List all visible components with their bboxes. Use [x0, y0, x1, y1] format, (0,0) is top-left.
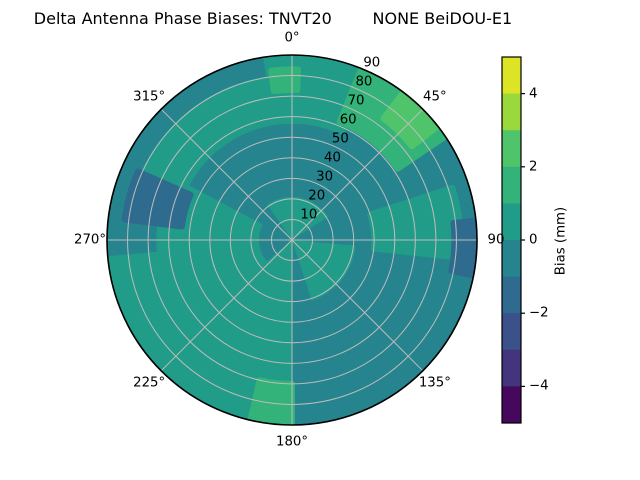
angular-gridline — [291, 239, 424, 372]
contour-region — [448, 217, 477, 279]
chart-title: Delta Antenna Phase Biases: TNVT20 NONE … — [33, 9, 513, 28]
colorbar-axis-label: Bias (mm) — [553, 206, 569, 276]
colorbar-segment — [502, 386, 521, 424]
colorbar-segment — [502, 57, 521, 95]
colorbar-tick-label: −2 — [529, 305, 549, 321]
radial-tick-label: 30 — [316, 168, 334, 184]
colorbar-segment — [502, 166, 521, 204]
radial-tick-label: 80 — [355, 73, 373, 89]
angular-gridline — [160, 239, 293, 372]
angular-tick-label: 0° — [284, 30, 300, 46]
contour-region — [268, 66, 301, 95]
contour-region — [121, 168, 194, 230]
colorbar-segment — [502, 130, 521, 168]
angular-gridline — [160, 108, 293, 241]
radial-tick-label: 20 — [308, 187, 326, 203]
contour-region — [259, 222, 292, 262]
angular-tick-label: 225° — [133, 375, 166, 391]
colorbar-segment — [502, 240, 521, 278]
colorbar-segment — [502, 313, 521, 351]
colorbar-segment — [502, 93, 521, 131]
angular-tick-label: 45° — [423, 89, 447, 105]
angular-gridline — [291, 108, 424, 241]
radial-tick-label: 10 — [300, 206, 318, 222]
radial-tick-label: 40 — [323, 149, 341, 165]
radial-tick-label: 50 — [331, 130, 349, 146]
angular-tick-label: 135° — [418, 375, 451, 391]
colorbar-tick-label: 2 — [529, 159, 538, 175]
contour-region — [292, 240, 356, 301]
colorbar-tick-label: 4 — [529, 85, 538, 101]
contour-region — [267, 196, 329, 240]
angular-tick-label: 315° — [133, 89, 166, 105]
plot-boundary — [106, 54, 478, 426]
colorbar-tick-label: 0 — [529, 232, 538, 248]
colorbar-segment — [502, 203, 521, 241]
colorbar-tick-label: −4 — [529, 378, 549, 394]
angular-tick-label: 270° — [73, 232, 107, 248]
angular-tick-label: 180° — [275, 434, 309, 450]
radial-tick-label: 70 — [347, 92, 365, 108]
angular-tick-label: 90 — [487, 232, 505, 248]
colorbar-segment — [502, 349, 521, 387]
colorbar — [501, 56, 525, 424]
colorbar-segment — [502, 276, 521, 314]
radial-tick-label: 60 — [339, 111, 357, 127]
radial-tick-label: 90 — [363, 54, 381, 70]
contour-region — [247, 377, 295, 425]
